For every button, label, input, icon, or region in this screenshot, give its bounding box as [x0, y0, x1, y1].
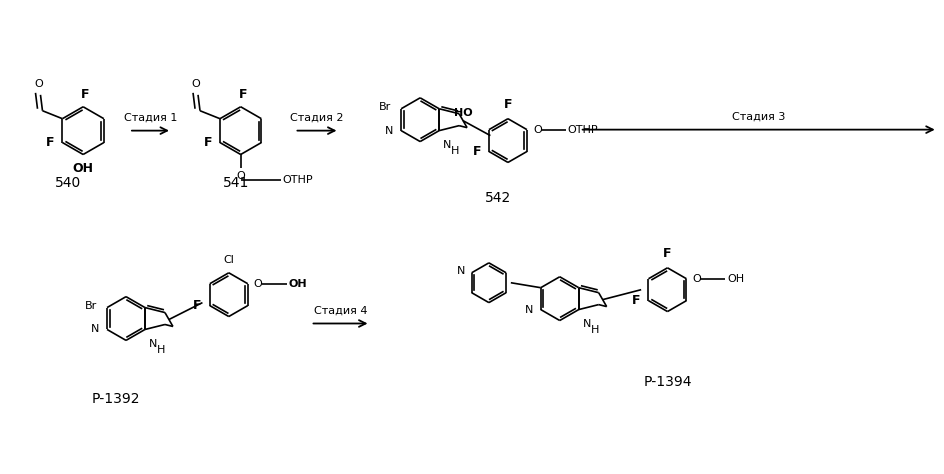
Text: F: F	[632, 294, 640, 307]
Text: H: H	[591, 325, 598, 335]
Text: H: H	[157, 345, 165, 355]
Text: O: O	[34, 79, 42, 89]
Text: F: F	[46, 136, 55, 149]
Text: F: F	[664, 247, 672, 260]
Text: OH: OH	[727, 274, 745, 284]
Text: Cl: Cl	[224, 255, 234, 265]
Text: O: O	[533, 125, 542, 135]
Text: F: F	[239, 88, 247, 101]
Text: F: F	[194, 299, 202, 312]
Text: O: O	[192, 79, 200, 89]
Text: Стадия 1: Стадия 1	[124, 113, 177, 123]
Text: Стадия 3: Стадия 3	[732, 112, 785, 122]
Text: OTHP: OTHP	[568, 125, 598, 135]
Text: OH: OH	[289, 279, 307, 289]
Text: Br: Br	[379, 102, 391, 112]
Text: N: N	[385, 126, 394, 136]
Text: N: N	[443, 140, 451, 150]
Text: 540: 540	[55, 176, 81, 191]
Text: N: N	[525, 305, 532, 315]
Text: N: N	[582, 319, 591, 329]
Text: Br: Br	[85, 301, 97, 310]
Text: O: O	[254, 279, 262, 289]
Text: 542: 542	[485, 191, 511, 205]
Text: Р-1392: Р-1392	[92, 392, 141, 406]
Text: F: F	[81, 88, 90, 101]
Text: Р-1394: Р-1394	[643, 375, 692, 389]
Text: F: F	[504, 98, 513, 111]
Text: F: F	[204, 136, 212, 149]
Text: N: N	[149, 339, 158, 349]
Text: N: N	[91, 325, 99, 335]
Text: N: N	[457, 266, 465, 276]
Text: H: H	[451, 146, 460, 156]
Text: 541: 541	[223, 176, 249, 191]
Text: OTHP: OTHP	[282, 175, 313, 185]
Text: O: O	[236, 172, 245, 182]
Text: HO: HO	[454, 108, 473, 118]
Text: Стадия 4: Стадия 4	[313, 306, 367, 316]
Text: OH: OH	[73, 163, 93, 175]
Text: O: O	[693, 274, 701, 284]
Text: F: F	[473, 145, 481, 158]
Text: Стадия 2: Стадия 2	[290, 113, 344, 123]
